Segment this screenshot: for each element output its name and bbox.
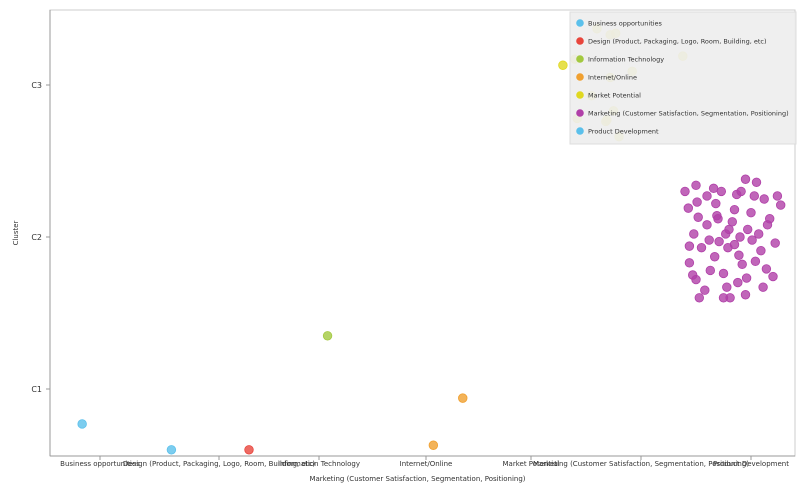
x-axis-label: Marketing (Customer Satisfaction, Segmen… [309, 475, 525, 483]
data-point [693, 212, 703, 222]
data-point [692, 197, 702, 207]
series-3 [428, 393, 468, 450]
x-tick-label: Business opportunities [60, 460, 140, 468]
data-point [741, 273, 752, 283]
data-point [714, 236, 724, 247]
data-point [322, 331, 333, 341]
y-tick-label: C3 [31, 81, 42, 90]
data-point [746, 207, 756, 218]
data-point [770, 238, 780, 248]
data-point [727, 217, 738, 227]
data-point [683, 203, 694, 213]
series-2 [322, 331, 333, 341]
legend-marker [576, 19, 584, 27]
data-point [776, 200, 786, 210]
data-point [750, 256, 761, 267]
data-point [729, 204, 740, 215]
data-point [734, 250, 744, 260]
data-point [721, 229, 731, 239]
data-point [716, 186, 727, 197]
data-point [691, 180, 701, 191]
legend-label: Business opportunities [588, 20, 663, 28]
data-point [718, 268, 729, 279]
data-point [704, 235, 714, 245]
legend-label: Internet/Online [588, 74, 637, 82]
data-point [749, 191, 760, 201]
legend-marker [576, 73, 584, 81]
data-point [689, 229, 699, 239]
data-point [428, 440, 439, 450]
series-5 [680, 174, 786, 303]
data-point [740, 174, 751, 184]
data-point [765, 214, 775, 224]
x-tick-label: Product Development [713, 460, 789, 468]
data-point [712, 211, 722, 221]
data-point [680, 186, 690, 197]
data-point [747, 235, 757, 245]
data-point [733, 277, 743, 288]
data-point [768, 271, 778, 282]
x-tick-label: Internet/Online [400, 460, 453, 468]
data-point [751, 177, 762, 187]
data-point [684, 241, 695, 251]
data-point [558, 60, 568, 70]
data-point [759, 194, 769, 204]
data-point [754, 229, 764, 239]
legend-box [569, 11, 797, 145]
data-point [723, 242, 733, 253]
data-point [244, 445, 254, 455]
legend-marker [576, 91, 584, 99]
data-point [710, 252, 720, 262]
x-tick-label: Information Technology [278, 460, 360, 468]
data-point [756, 245, 766, 256]
data-point [711, 198, 721, 209]
y-tick-label: C2 [31, 233, 42, 242]
x-tick-label: Design (Product, Packaging, Logo, Room, … [123, 460, 316, 468]
legend-marker [576, 109, 584, 117]
data-point [737, 259, 747, 270]
data-point [761, 264, 772, 274]
data-point [688, 270, 698, 280]
data-point [722, 282, 732, 292]
data-point [694, 293, 705, 303]
legend-label: Market Potential [588, 92, 641, 100]
data-point [735, 232, 745, 242]
legend-label: Information Technology [588, 56, 664, 64]
legend-label: Product Development [588, 128, 659, 136]
data-point [458, 393, 468, 403]
legend-label: Design (Product, Packaging, Logo, Room, … [588, 38, 767, 46]
data-point [702, 220, 712, 230]
series-1 [244, 445, 254, 455]
legend-marker [576, 55, 584, 63]
data-point [705, 265, 716, 276]
legend-marker [576, 127, 584, 135]
data-point [77, 419, 87, 429]
y-axis-label: Cluster [12, 220, 20, 245]
data-point [772, 191, 783, 201]
data-point [725, 293, 735, 303]
legend-marker [576, 37, 584, 45]
data-point [740, 290, 751, 300]
data-point [166, 445, 177, 455]
data-point [702, 191, 712, 201]
data-point [684, 258, 695, 268]
data-point [736, 186, 746, 197]
data-point [758, 282, 768, 292]
series-0 [77, 419, 177, 455]
legend: Business opportunities Design (Product, P… [569, 11, 797, 145]
data-point [743, 224, 753, 235]
x-tick-label: Market Potential [503, 460, 560, 468]
x-tick-label: Marketing (Customer Satisfaction, Segmen… [533, 460, 749, 468]
y-tick-label: C1 [31, 385, 42, 394]
data-point [696, 242, 707, 253]
legend-label: Marketing (Customer Satisfaction, Segmen… [588, 110, 789, 118]
data-point [700, 285, 710, 295]
